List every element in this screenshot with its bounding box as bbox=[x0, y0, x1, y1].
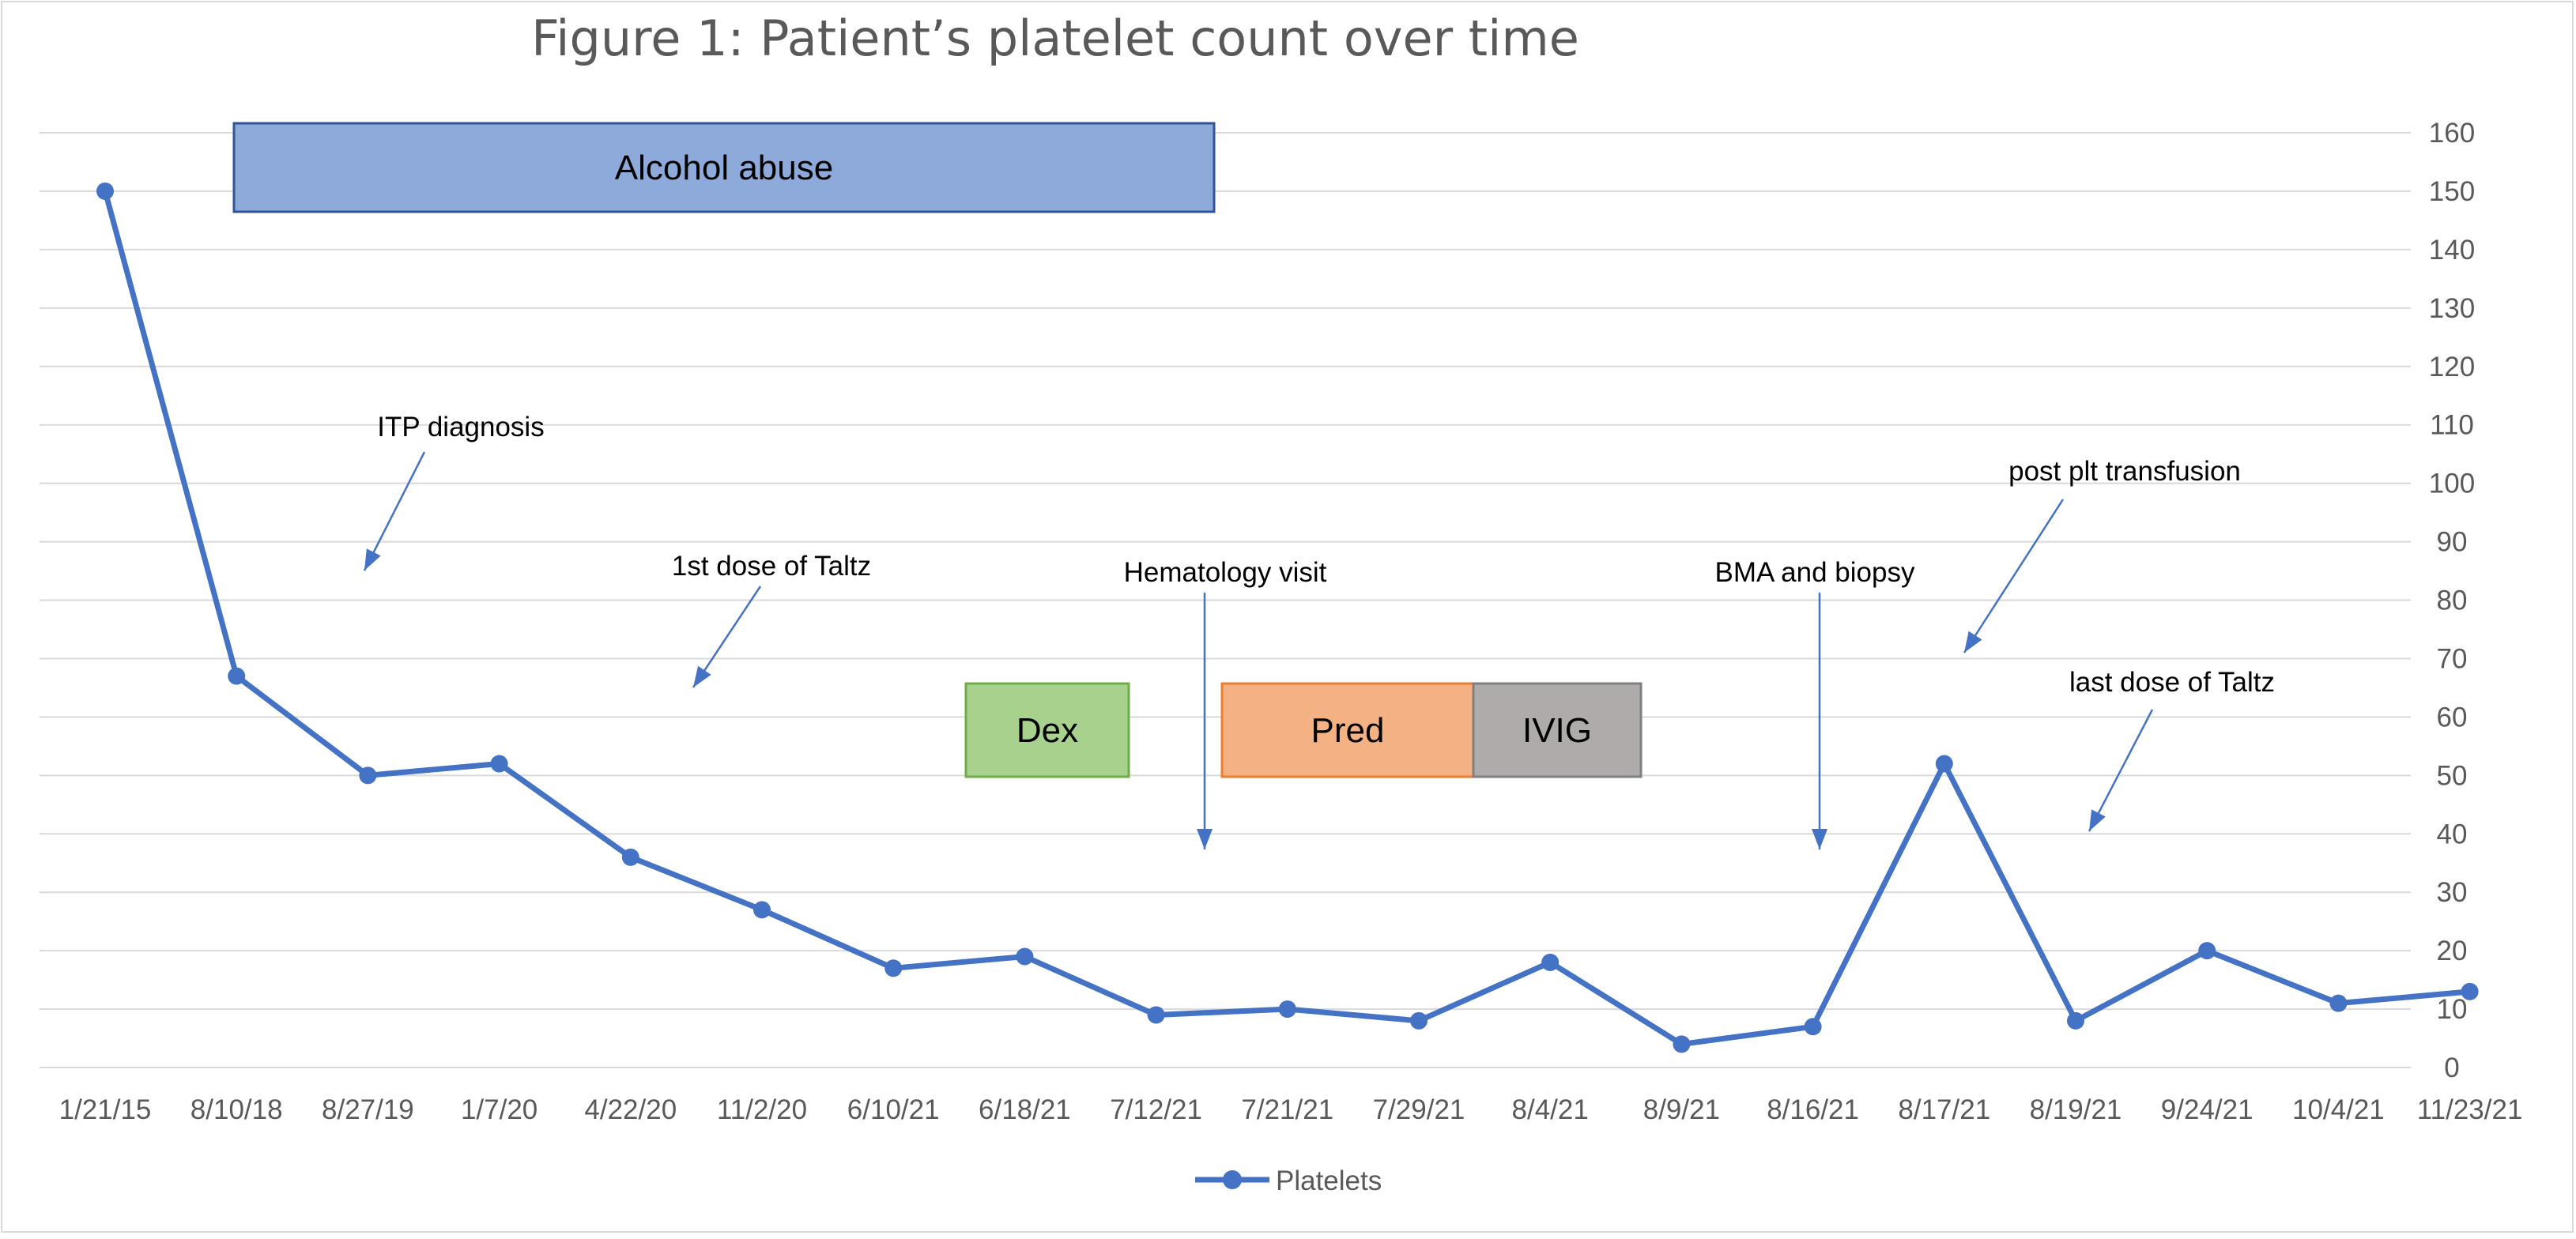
x-tick-label: 1/21/15 bbox=[59, 1094, 152, 1125]
x-tick-label: 8/19/21 bbox=[2030, 1094, 2122, 1125]
y-axis-ticks: 0 10 20 30 40 50 60 70 80 90 100 110 120 130 140 150 160 bbox=[2429, 118, 2475, 1083]
hem-annotation: Hematology visit bbox=[1124, 557, 1327, 588]
data-point bbox=[1410, 1011, 1428, 1030]
y-tick-label: 120 bbox=[2429, 352, 2475, 382]
y-tick-label: 90 bbox=[2437, 527, 2468, 558]
x-tick-label: 8/27/19 bbox=[322, 1094, 414, 1125]
plt-annotation: post plt transfusion bbox=[2008, 456, 2241, 487]
taltz1-arrow-head bbox=[693, 665, 711, 687]
alcohol-box-label: Alcohol abuse bbox=[615, 149, 833, 187]
taltzlast-annotation: last dose of Taltz bbox=[2069, 667, 2275, 698]
y-tick-label: 80 bbox=[2437, 586, 2468, 616]
y-tick-label: 20 bbox=[2437, 936, 2468, 966]
plt-arrow-head bbox=[1964, 631, 1982, 653]
data-point bbox=[1016, 947, 1034, 966]
data-point bbox=[359, 766, 377, 785]
data-point bbox=[228, 667, 246, 685]
x-tick-label: 8/16/21 bbox=[1767, 1094, 1859, 1125]
bma-arrow-head bbox=[1812, 829, 1827, 849]
x-tick-label: 7/12/21 bbox=[1110, 1094, 1202, 1125]
data-point bbox=[2067, 1011, 2084, 1030]
legend-label-platelets: Platelets bbox=[1276, 1166, 1382, 1196]
y-tick-label: 100 bbox=[2429, 469, 2475, 499]
y-tick-label: 140 bbox=[2429, 235, 2475, 266]
itp-arrow-head bbox=[364, 548, 381, 571]
data-point bbox=[884, 959, 903, 977]
gridlines bbox=[40, 132, 2411, 1068]
series-platelets bbox=[96, 182, 2479, 1053]
bma-annotation: BMA and biopsy bbox=[1715, 557, 1915, 588]
y-tick-label: 60 bbox=[2437, 702, 2468, 732]
taltzlast-arrow-line bbox=[2088, 709, 2154, 832]
y-tick-label: 160 bbox=[2429, 118, 2475, 149]
x-tick-label: 8/9/21 bbox=[1643, 1094, 1720, 1125]
x-tick-label: 7/29/21 bbox=[1373, 1094, 1465, 1125]
taltz1-annotation: 1st dose of Taltz bbox=[672, 551, 871, 582]
treatment-boxes: Alcohol abuse Dex Pred IVIG bbox=[232, 122, 1643, 778]
data-point bbox=[1147, 1006, 1165, 1024]
y-tick-label: 0 bbox=[2444, 1053, 2459, 1083]
data-point bbox=[96, 182, 114, 200]
itp-arrow-line bbox=[363, 451, 426, 571]
annotations: ITP diagnosis 1st dose of Taltz Hematology… bbox=[363, 412, 2275, 849]
taltzlast-arrow-head bbox=[2089, 809, 2106, 831]
data-point bbox=[2461, 982, 2479, 1000]
data-point bbox=[1673, 1035, 1691, 1053]
pred-box-label: Pred bbox=[1311, 711, 1385, 750]
chart-title: Figure 1: Patient’s platelet count over … bbox=[531, 9, 1579, 67]
x-tick-label: 7/21/21 bbox=[1241, 1094, 1333, 1125]
data-point bbox=[1804, 1018, 1822, 1036]
x-tick-label: 4/22/20 bbox=[584, 1094, 677, 1125]
data-point bbox=[621, 848, 639, 866]
x-tick-label: 6/18/21 bbox=[979, 1094, 1071, 1125]
x-tick-label: 6/10/21 bbox=[847, 1094, 940, 1125]
y-tick-label: 70 bbox=[2437, 643, 2468, 674]
dex-box-label: Dex bbox=[1016, 711, 1078, 750]
y-tick-label: 150 bbox=[2429, 176, 2475, 207]
y-tick-label: 30 bbox=[2437, 877, 2468, 908]
alcohol-box bbox=[232, 122, 1216, 213]
hem-arrow-head bbox=[1197, 829, 1213, 849]
x-tick-label: 11/2/20 bbox=[717, 1094, 807, 1125]
y-tick-label: 50 bbox=[2437, 760, 2468, 791]
x-tick-label: 8/10/18 bbox=[190, 1094, 283, 1125]
ivig-box bbox=[1472, 682, 1643, 778]
data-point bbox=[753, 901, 771, 919]
data-point bbox=[2329, 994, 2348, 1012]
data-point bbox=[490, 755, 508, 773]
legend-series-marker bbox=[1223, 1170, 1242, 1189]
dex-box bbox=[964, 682, 1130, 778]
pred-box bbox=[1220, 682, 1475, 778]
legend: Platelets bbox=[1195, 1166, 1382, 1196]
data-point bbox=[1935, 755, 1953, 773]
plt-arrow-line bbox=[1963, 499, 2065, 653]
data-point bbox=[1278, 1000, 1296, 1019]
x-tick-label: 10/4/21 bbox=[2292, 1094, 2385, 1125]
y-tick-label: 130 bbox=[2429, 293, 2475, 324]
x-tick-label: 8/17/21 bbox=[1898, 1094, 1990, 1125]
x-axis-ticks: 1/21/15 8/10/18 8/27/19 1/7/20 4/22/20 11/2/2… bbox=[59, 1094, 2523, 1125]
x-tick-label: 11/23/21 bbox=[2417, 1094, 2523, 1125]
y-tick-label: 110 bbox=[2430, 410, 2474, 441]
x-tick-label: 8/4/21 bbox=[1512, 1094, 1589, 1125]
ivig-box-label: IVIG bbox=[1522, 711, 1592, 750]
y-tick-label: 40 bbox=[2437, 819, 2468, 849]
data-point bbox=[1541, 953, 1560, 971]
y-tick-label: 10 bbox=[2437, 994, 2468, 1025]
data-point bbox=[2198, 942, 2216, 960]
itp-annotation: ITP diagnosis bbox=[377, 412, 544, 442]
x-tick-label: 9/24/21 bbox=[2161, 1094, 2254, 1125]
x-tick-label: 1/7/20 bbox=[461, 1094, 537, 1125]
